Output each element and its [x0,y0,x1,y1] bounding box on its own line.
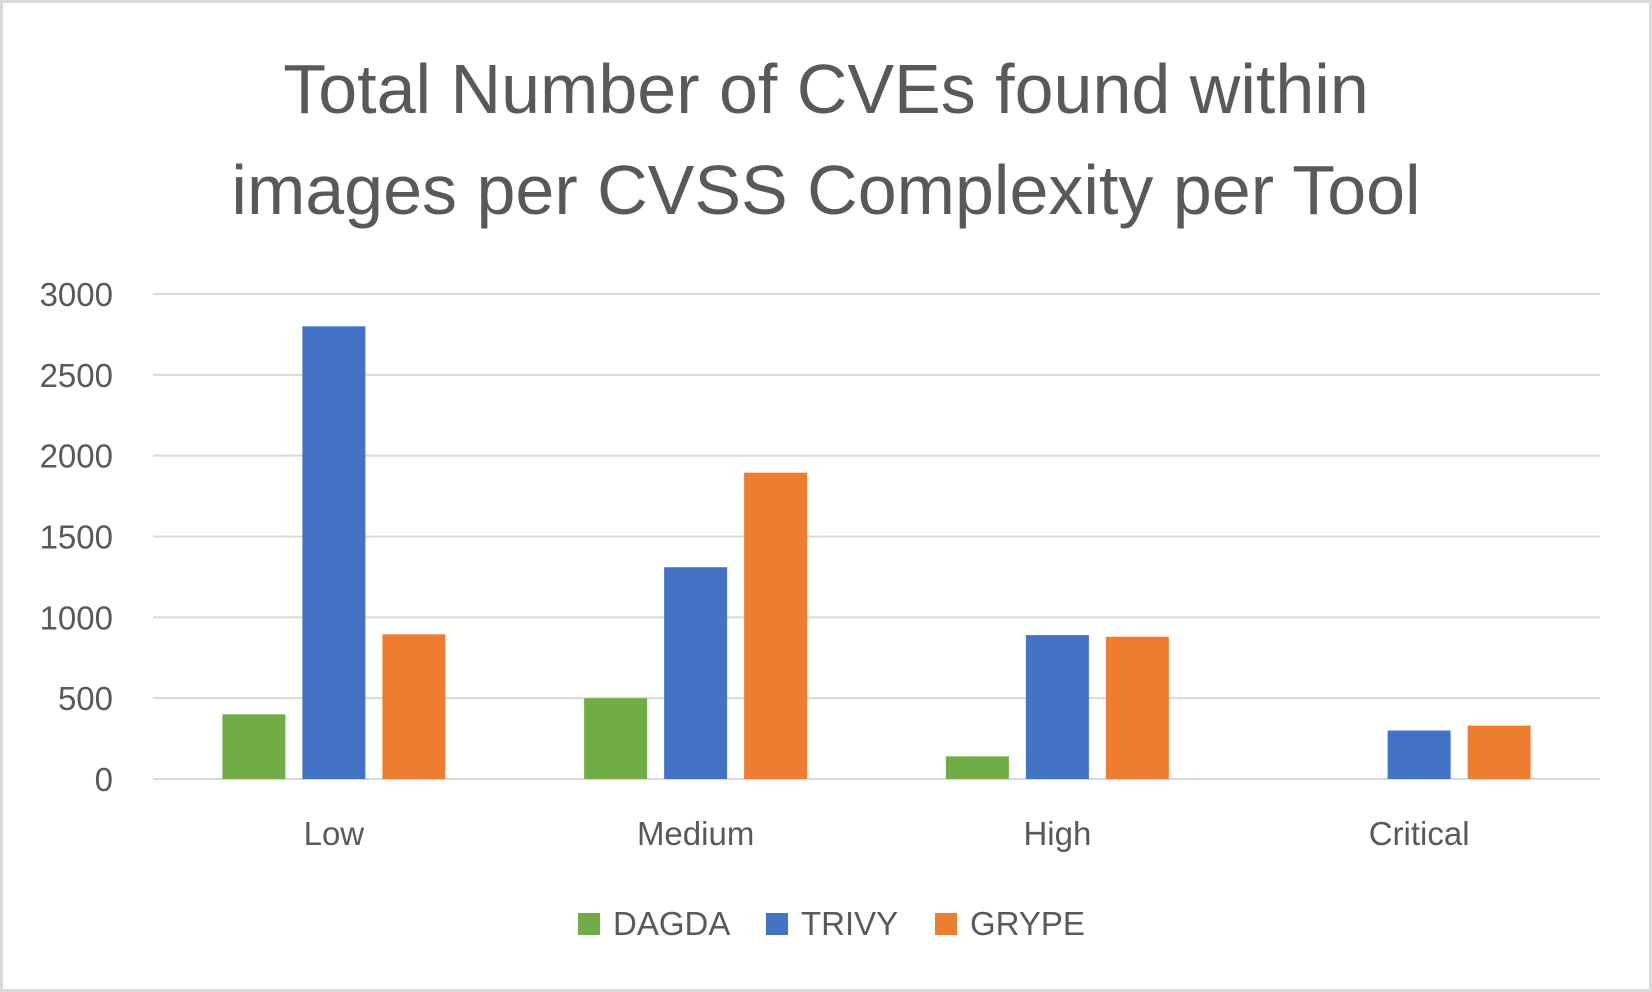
legend-swatch [766,913,788,935]
bar-trivy-low [302,326,366,779]
y-tick-label: 1000 [40,599,113,636]
chart-title-line-1: Total Number of CVEs found within [283,50,1369,128]
bar-grype-critical [1467,725,1531,779]
legend-swatch [578,913,600,935]
legend-label: GRYPE [970,905,1085,942]
x-tick-label: Medium [637,815,754,852]
y-tick-label: 3000 [40,276,113,313]
y-tick-label: 2500 [40,357,113,394]
bar-dagda-high [945,756,1009,779]
legend-label: DAGDA [613,905,730,942]
y-axis-ticks: 0 500 1000 1500 2000 2500 3000 [40,276,113,798]
x-tick-label: Critical [1369,815,1470,852]
legend-label: TRIVY [801,905,898,942]
bar-dagda-medium [584,698,648,779]
x-tick-label: High [1023,815,1091,852]
x-axis-ticks: Low Medium High Critical [304,815,1470,852]
bar-trivy-high [1025,635,1089,779]
chart-title-line-2: images per CVSS Complexity per Tool [231,151,1420,229]
y-tick-label: 1500 [40,519,113,556]
y-tick-label: 0 [95,761,113,798]
legend-swatch [935,913,957,935]
legend-item-dagda: DAGDA [578,905,730,942]
legend-item-grype: GRYPE [935,905,1085,942]
bar-grype-low [382,634,446,779]
gridlines [153,293,1600,780]
x-tick-label: Low [304,815,365,852]
bars [222,326,1531,779]
y-tick-label: 500 [58,680,113,717]
bar-trivy-medium [664,567,728,779]
chart-title: Total Number of CVEs found within images… [231,50,1420,229]
y-tick-label: 2000 [40,438,113,475]
legend-item-trivy: TRIVY [766,905,898,942]
bar-dagda-low [222,714,286,779]
bar-grype-high [1105,636,1169,779]
legend: DAGDA TRIVY GRYPE [578,905,1085,942]
bar-trivy-critical [1387,730,1451,779]
bar-grype-medium [744,472,808,779]
